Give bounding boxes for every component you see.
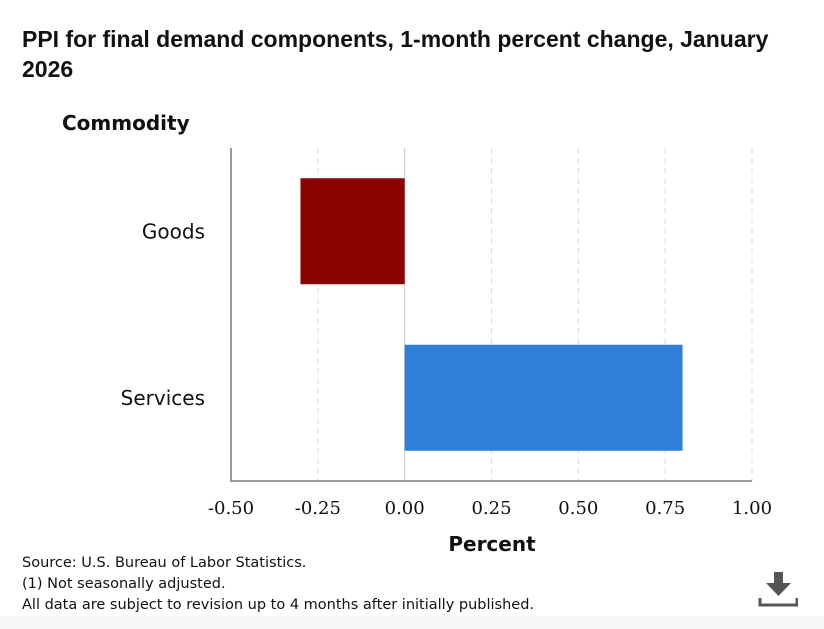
- seasonal-note: (1) Not seasonally adjusted.: [22, 576, 226, 592]
- y-category-label: Goods: [142, 219, 205, 243]
- download-button[interactable]: [758, 570, 799, 610]
- y-axis-title: Commodity: [62, 111, 190, 135]
- x-axis-title: Percent: [448, 532, 536, 556]
- chart-title: PPI for final demand components, 1-month…: [22, 26, 769, 82]
- revision-note: All data are subject to revision up to 4…: [22, 597, 535, 613]
- y-category-label: Services: [121, 386, 205, 410]
- chart-notes: Source: U.S. Bureau of Labor Statistics.…: [22, 553, 534, 616]
- x-tick-label: 0.75: [645, 498, 685, 519]
- x-tick-label: 0.50: [558, 498, 598, 519]
- x-tick-label: -0.50: [208, 498, 254, 519]
- bar-services: [404, 344, 683, 451]
- x-tick-label: 1.00: [732, 498, 772, 519]
- footer-band: [0, 616, 824, 629]
- x-tick-label: -0.25: [295, 498, 341, 519]
- source-note: Source: U.S. Bureau of Labor Statistics.: [22, 555, 307, 571]
- x-tick-label: 0.25: [471, 498, 511, 519]
- x-tick-label: 0.00: [385, 498, 425, 519]
- download-icon: [758, 572, 799, 607]
- bar-goods: [300, 178, 405, 285]
